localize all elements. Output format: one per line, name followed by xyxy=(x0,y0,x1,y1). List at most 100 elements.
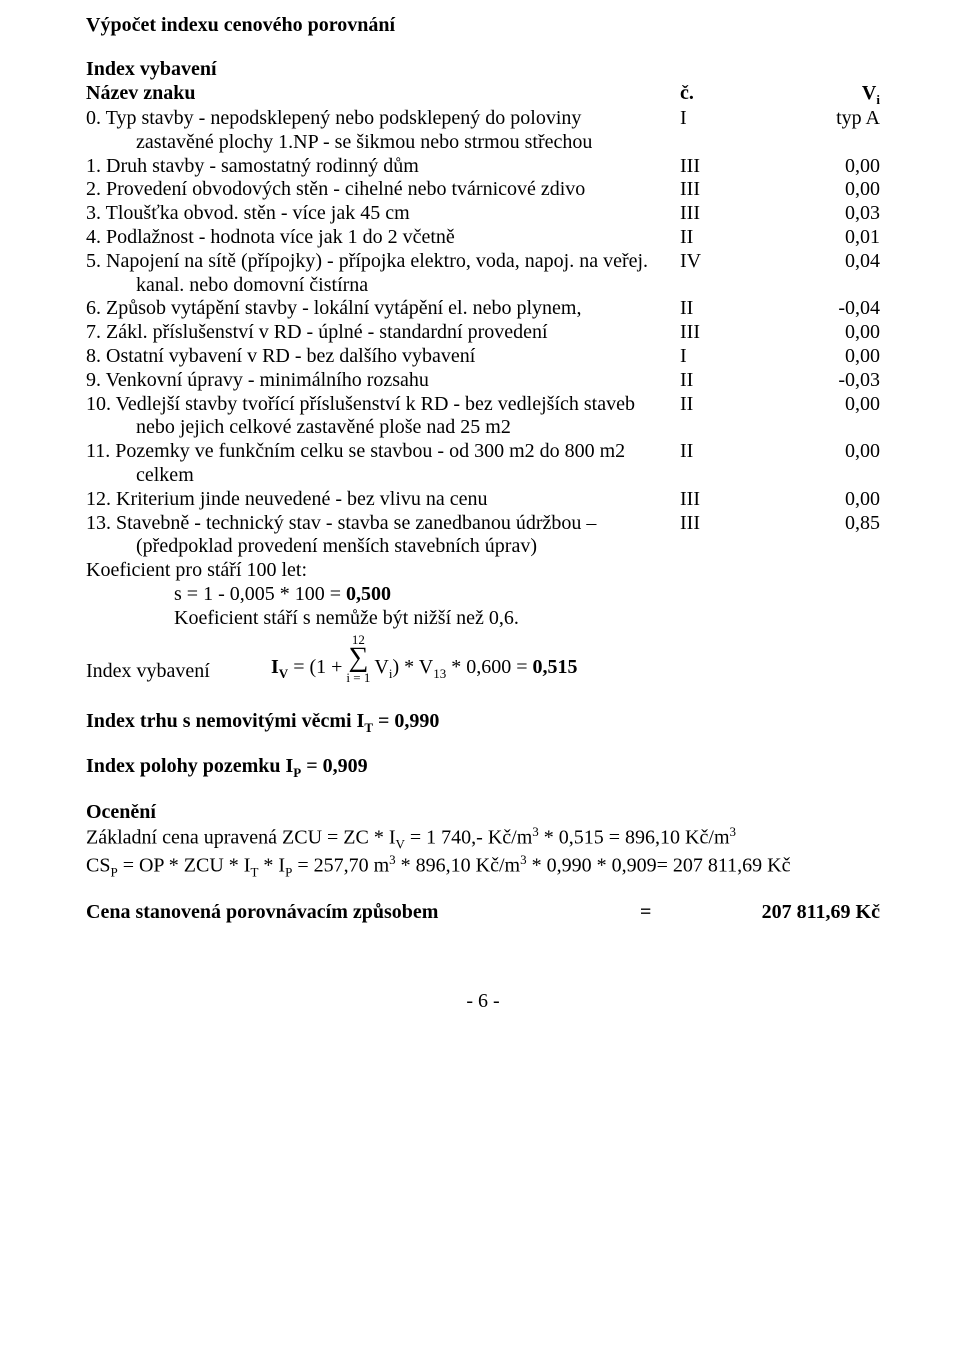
row-col1: III xyxy=(680,488,790,512)
row-col1: III xyxy=(680,512,790,560)
row-col1: III xyxy=(680,321,790,345)
row-col2: 0,00 xyxy=(790,393,880,441)
row-text: 10. Vedlejší stavby tvořící příslušenstv… xyxy=(86,393,680,441)
row-text-line: kanal. nebo domovní čistírna xyxy=(86,274,680,298)
formula-line: Index vybavení IV = (1 + 12 ∑ i = 1 Vi) … xyxy=(86,633,880,684)
table-row: 8. Ostatní vybavení v RD - bez dalšího v… xyxy=(86,345,880,369)
index-trh: Index trhu s nemovitými věcmi IT = 0,990 xyxy=(86,710,880,735)
row-text-line: 12. Kriterium jinde neuvedené - bez vliv… xyxy=(86,488,680,512)
formula-pre: IV = (1 + xyxy=(271,656,342,683)
row-text-line: celkem xyxy=(86,464,680,488)
summation: 12 ∑ i = 1 xyxy=(346,633,370,684)
row-col2: 0,01 xyxy=(790,226,880,250)
table-row: 1. Druh stavby - samostatný rodinný důmI… xyxy=(86,155,880,179)
row-text: 4. Podlažnost - hodnota více jak 1 do 2 … xyxy=(86,226,680,250)
page: Výpočet indexu cenového porovnání Index … xyxy=(0,0,960,1356)
row-col1: III xyxy=(680,178,790,202)
row-col1: I xyxy=(680,345,790,369)
row-col1: II xyxy=(680,297,790,321)
row-text-line: 3. Tloušťka obvod. stěn - více jak 45 cm xyxy=(86,202,680,226)
formula-post: Vi) * V13 * 0,600 = 0,515 xyxy=(374,656,577,683)
section-heading: Index vybavení xyxy=(86,58,880,82)
row-col1: IV xyxy=(680,250,790,298)
sum-lower: i = 1 xyxy=(346,671,370,684)
formula-label: Index vybavení xyxy=(86,660,271,684)
table-row: 3. Tloušťka obvod. stěn - více jak 45 cm… xyxy=(86,202,880,226)
cena-eq: = xyxy=(640,901,700,925)
row-text: 11. Pozemky ve funkčním celku se stavbou… xyxy=(86,440,680,488)
row-text: 9. Venkovní úpravy - minimálního rozsahu xyxy=(86,369,680,393)
row-col2: -0,04 xyxy=(790,297,880,321)
row-text-line: 6. Způsob vytápění stavby - lokální vytá… xyxy=(86,297,680,321)
row-text: 2. Provedení obvodových stěn - cihelné n… xyxy=(86,178,680,202)
cena-val: 207 811,69 Kč xyxy=(700,901,880,925)
row-col2: 0,00 xyxy=(790,488,880,512)
row-text-line: zastavěné plochy 1.NP - se šikmou nebo s… xyxy=(86,131,680,155)
table-row: 13. Stavebně - technický stav - stavba s… xyxy=(86,512,880,560)
table-header-row: Název znaku č. Vi xyxy=(86,82,880,107)
row-text: 7. Zákl. příslušenství v RD - úplné - st… xyxy=(86,321,680,345)
row-text: 6. Způsob vytápění stavby - lokální vytá… xyxy=(86,297,680,321)
row-text: 12. Kriterium jinde neuvedené - bez vliv… xyxy=(86,488,680,512)
row-col2: 0,00 xyxy=(790,178,880,202)
row-text-line: 4. Podlažnost - hodnota více jak 1 do 2 … xyxy=(86,226,680,250)
calc-line-2: CSP = OP * ZCU * IT * IP = 257,70 m3 * 8… xyxy=(86,852,880,880)
row-text-line: 9. Venkovní úpravy - minimálního rozsahu xyxy=(86,369,680,393)
row-text-line: (předpoklad provedení menších stavebních… xyxy=(86,535,680,559)
table-row: 9. Venkovní úpravy - minimálního rozsahu… xyxy=(86,369,880,393)
calc-line-1: Základní cena upravená ZCU = ZC * IV = 1… xyxy=(86,824,880,852)
row-text-line: 2. Provedení obvodových stěn - cihelné n… xyxy=(86,178,680,202)
row-col1: I xyxy=(680,107,790,155)
header-col1: č. xyxy=(680,82,790,107)
row-col2: 0,85 xyxy=(790,512,880,560)
table-row: 2. Provedení obvodových stěn - cihelné n… xyxy=(86,178,880,202)
row-text-line: 11. Pozemky ve funkčním celku se stavbou… xyxy=(86,440,680,464)
table-row: 10. Vedlejší stavby tvořící příslušenstv… xyxy=(86,393,880,441)
table-row: 6. Způsob vytápění stavby - lokální vytá… xyxy=(86,297,880,321)
header-name: Název znaku xyxy=(86,82,680,107)
cena-row: Cena stanovená porovnávacím způsobem = 2… xyxy=(86,901,880,925)
row-col2: 0,00 xyxy=(790,440,880,488)
table-row: 12. Kriterium jinde neuvedené - bez vliv… xyxy=(86,488,880,512)
row-col1: III xyxy=(680,155,790,179)
row-text-line: 10. Vedlejší stavby tvořící příslušenstv… xyxy=(86,393,680,417)
table-row: 0. Typ stavby - nepodsklepený nebo podsk… xyxy=(86,107,880,155)
row-col2: 0,03 xyxy=(790,202,880,226)
row-text-line: 8. Ostatní vybavení v RD - bez dalšího v… xyxy=(86,345,680,369)
row-text: 8. Ostatní vybavení v RD - bez dalšího v… xyxy=(86,345,680,369)
row-text: 3. Tloušťka obvod. stěn - více jak 45 cm xyxy=(86,202,680,226)
row-text-line: 5. Napojení na sítě (přípojky) - přípojk… xyxy=(86,250,680,274)
row-col2: 0,04 xyxy=(790,250,880,298)
row-text: 1. Druh stavby - samostatný rodinný dům xyxy=(86,155,680,179)
row-col1: II xyxy=(680,393,790,441)
row-text-line: 7. Zákl. příslušenství v RD - úplné - st… xyxy=(86,321,680,345)
sum-sigma-icon: ∑ xyxy=(348,644,368,672)
row-col2: -0,03 xyxy=(790,369,880,393)
row-col2: 0,00 xyxy=(790,321,880,345)
row-col1: III xyxy=(680,202,790,226)
row-text-line: 1. Druh stavby - samostatný rodinný dům xyxy=(86,155,680,179)
table-row: 7. Zákl. příslušenství v RD - úplné - st… xyxy=(86,321,880,345)
cena-label: Cena stanovená porovnávacím způsobem xyxy=(86,901,640,925)
doc-title: Výpočet indexu cenového porovnání xyxy=(86,14,880,38)
row-col1: II xyxy=(680,440,790,488)
koef-eq: s = 1 - 0,005 * 100 = 0,500 xyxy=(86,583,880,607)
page-footer: - 6 - xyxy=(86,990,880,1014)
rows-container: 0. Typ stavby - nepodsklepený nebo podsk… xyxy=(86,107,880,559)
row-text-line: 0. Typ stavby - nepodsklepený nebo podsk… xyxy=(86,107,680,131)
row-text: 13. Stavebně - technický stav - stavba s… xyxy=(86,512,680,560)
row-col2: typ A xyxy=(790,107,880,155)
table-row: 4. Podlažnost - hodnota více jak 1 do 2 … xyxy=(86,226,880,250)
table-row: 5. Napojení na sítě (přípojky) - přípojk… xyxy=(86,250,880,298)
koef-label: Koeficient pro stáří 100 let: xyxy=(86,559,880,583)
row-col1: II xyxy=(680,226,790,250)
row-text-line: nebo jejich celkové zastavěné ploše nad … xyxy=(86,416,680,440)
row-col2: 0,00 xyxy=(790,155,880,179)
table-row: 11. Pozemky ve funkčním celku se stavbou… xyxy=(86,440,880,488)
index-polohy: Index polohy pozemku IP = 0,909 xyxy=(86,755,880,780)
koef-note: Koeficient stáří s nemůže být nižší než … xyxy=(86,607,880,631)
oceneni-heading: Ocenění xyxy=(86,801,880,825)
row-col1: II xyxy=(680,369,790,393)
row-text-line: 13. Stavebně - technický stav - stavba s… xyxy=(86,512,680,536)
row-col2: 0,00 xyxy=(790,345,880,369)
